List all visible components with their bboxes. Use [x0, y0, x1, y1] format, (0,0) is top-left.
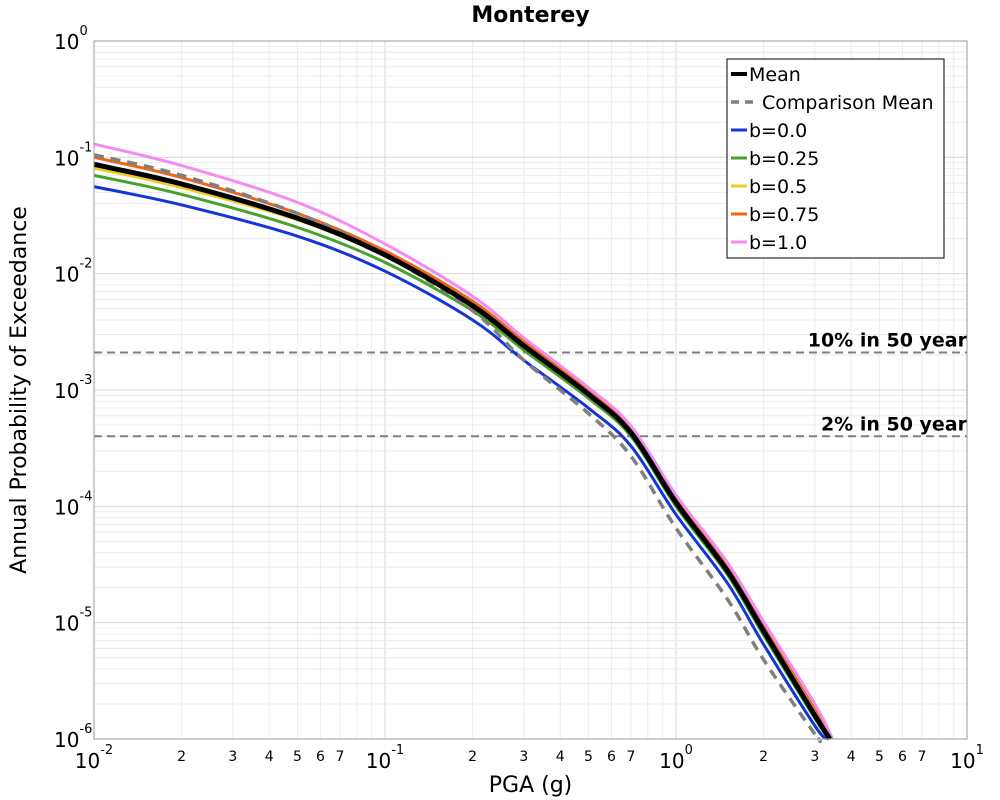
legend-item-label: Mean [749, 64, 801, 86]
series-line-comparison-mean [93, 153, 822, 744]
series-line-b-0-25 [93, 173, 831, 740]
x-minor-tick-label: 5 [875, 749, 884, 765]
x-minor-tick-label: 4 [556, 749, 565, 765]
x-major-tick-label: 10-1 [366, 743, 404, 773]
x-minor-tick-label: 3 [519, 749, 528, 765]
reference-lines: 10% in 50 year 2% in 50 year [94, 330, 968, 438]
reference-line-label: 2% in 50 year [821, 413, 968, 435]
x-minor-tick-label: 6 [898, 749, 907, 765]
reference-line-label: 10% in 50 year [808, 330, 968, 352]
series-line-b-0-0 [93, 185, 828, 741]
x-minor-tick-label: 6 [607, 749, 616, 765]
legend-item-label: b=0.25 [749, 148, 819, 170]
y-major-tick-label: 10-3 [54, 373, 92, 403]
series-line-b-0-75 [93, 155, 834, 740]
x-minor-tick-label: 7 [335, 749, 344, 765]
y-major-tick-label: 10-1 [54, 140, 92, 170]
x-axis-label: PGA (g) [489, 773, 573, 798]
x-major-tick-label: 101 [950, 743, 984, 773]
x-minor-tick-label: 6 [316, 749, 325, 765]
legend-item-label: Comparison Mean [762, 92, 934, 114]
y-major-tick-label: 10-2 [54, 257, 92, 287]
x-major-tick-label: 100 [659, 743, 693, 773]
x-minor-tick-label: 3 [810, 749, 819, 765]
y-axis-ticks: 100 10-1 10-2 10-3 10-4 10-5 10-6 [54, 24, 92, 752]
y-major-tick-label: 10-6 [54, 722, 92, 752]
x-major-tick-label: 10-2 [75, 743, 113, 773]
x-minor-tick-label: 4 [265, 749, 274, 765]
x-minor-tick-label: 7 [626, 749, 635, 765]
series-line-mean [93, 161, 833, 741]
x-minor-tick-label: 2 [759, 749, 768, 765]
series-line-b-1-0 [93, 142, 834, 740]
legend-item-label: b=0.0 [749, 120, 807, 142]
legend-item-label: b=0.5 [749, 176, 807, 198]
x-minor-tick-label: 2 [177, 749, 186, 765]
y-axis-label: Annual Probability of Exceedance [7, 206, 32, 574]
x-minor-tick-label: 4 [847, 749, 856, 765]
x-minor-tick-label: 3 [228, 749, 237, 765]
x-minor-tick-label: 2 [468, 749, 477, 765]
y-major-tick-label: 100 [54, 24, 88, 54]
legend-item-label: b=1.0 [749, 232, 807, 254]
legend-item-label: b=0.75 [749, 204, 819, 226]
legend-box [726, 58, 945, 259]
x-minor-tick-label: 5 [293, 749, 302, 765]
x-minor-tick-label: 7 [917, 749, 926, 765]
y-major-tick-label: 10-4 [54, 489, 92, 519]
legend: Mean Comparison Mean b=0.0 b=0.25 b=0.5 b=0.7… [726, 58, 945, 259]
series-line-b-0-5 [93, 166, 832, 740]
y-major-tick-label: 10-5 [54, 606, 92, 636]
x-minor-tick-label: 5 [584, 749, 593, 765]
chart-title: Monterey [471, 3, 589, 28]
plot-frame [93, 40, 968, 740]
series-lines [93, 142, 834, 744]
